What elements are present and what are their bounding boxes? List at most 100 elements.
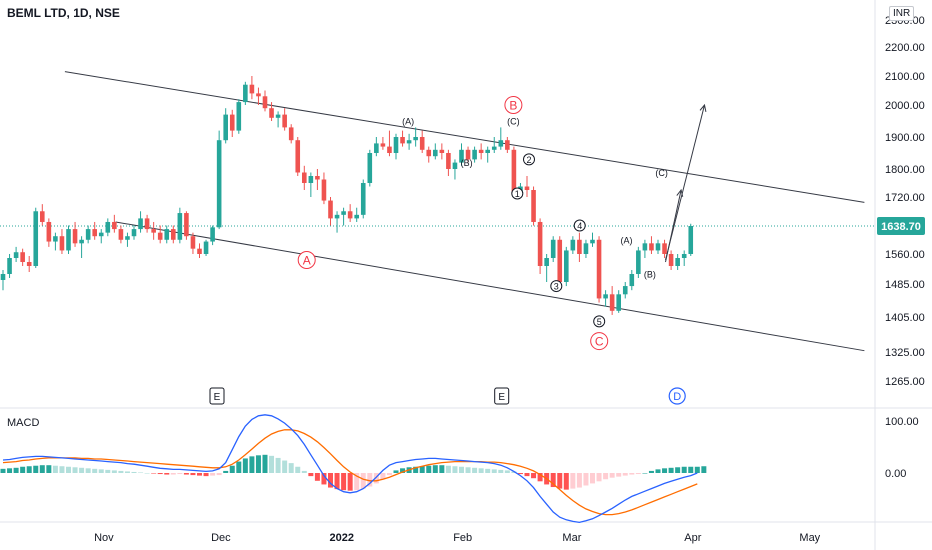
- macd-histogram-bar[interactable]: [426, 465, 432, 473]
- candle[interactable]: [491, 137, 497, 153]
- candle[interactable]: [675, 254, 680, 270]
- candle[interactable]: [262, 90, 268, 112]
- candle[interactable]: [0, 270, 6, 291]
- candle[interactable]: [13, 246, 19, 262]
- candle[interactable]: [302, 165, 307, 190]
- candle[interactable]: [347, 204, 353, 222]
- macd-histogram-bar[interactable]: [249, 456, 255, 473]
- candle[interactable]: [367, 149, 373, 187]
- candle[interactable]: [249, 76, 255, 100]
- candle[interactable]: [66, 225, 71, 254]
- macd-histogram-bar[interactable]: [694, 466, 700, 473]
- macd-histogram-bar[interactable]: [111, 470, 117, 473]
- macd-histogram-bar[interactable]: [439, 465, 445, 473]
- macd-histogram-bar[interactable]: [157, 473, 163, 475]
- candle[interactable]: [256, 87, 261, 105]
- candle[interactable]: [609, 286, 615, 315]
- candle[interactable]: [393, 133, 399, 160]
- macd-histogram-bar[interactable]: [275, 457, 281, 473]
- candle[interactable]: [315, 169, 320, 190]
- candle[interactable]: [341, 207, 346, 226]
- macd-histogram-bar[interactable]: [596, 473, 602, 482]
- candle[interactable]: [544, 254, 549, 282]
- candle[interactable]: [642, 239, 648, 258]
- candle[interactable]: [655, 239, 661, 254]
- macd-histogram-bar[interactable]: [98, 469, 104, 473]
- candle[interactable]: [40, 204, 45, 226]
- macd-histogram-bar[interactable]: [504, 470, 510, 473]
- candle[interactable]: [295, 137, 301, 176]
- macd-histogram-bar[interactable]: [570, 473, 576, 489]
- candle[interactable]: [446, 149, 451, 176]
- macd-histogram-bar[interactable]: [334, 473, 340, 490]
- candle[interactable]: [210, 225, 215, 246]
- macd-histogram-bar[interactable]: [524, 473, 530, 477]
- candle[interactable]: [72, 221, 78, 247]
- candle[interactable]: [131, 225, 137, 240]
- macd-histogram-bar[interactable]: [419, 466, 425, 473]
- earnings-marker[interactable]: E: [494, 387, 510, 405]
- candle[interactable]: [537, 218, 543, 274]
- macd-histogram-bar[interactable]: [20, 466, 26, 473]
- macd-histogram-bar[interactable]: [622, 473, 628, 476]
- candle[interactable]: [203, 239, 209, 256]
- macd-histogram-bar[interactable]: [465, 467, 471, 473]
- macd-histogram-bar[interactable]: [445, 465, 451, 473]
- macd-histogram-bar[interactable]: [432, 465, 438, 473]
- wave-label[interactable]: 1: [511, 187, 524, 200]
- candle[interactable]: [360, 179, 366, 219]
- candle[interactable]: [439, 143, 445, 160]
- macd-histogram-bar[interactable]: [308, 473, 314, 477]
- candle[interactable]: [138, 211, 143, 233]
- macd-histogram-bar[interactable]: [183, 473, 189, 475]
- candle[interactable]: [550, 236, 556, 262]
- candle[interactable]: [275, 111, 281, 128]
- macd-histogram-bar[interactable]: [511, 471, 517, 473]
- candle[interactable]: [478, 143, 484, 160]
- macd-histogram-bar[interactable]: [269, 455, 275, 473]
- channel-line-1[interactable]: [115, 221, 865, 352]
- macd-histogram-bar[interactable]: [629, 473, 635, 475]
- macd-histogram-bar[interactable]: [0, 468, 6, 473]
- wave-label[interactable]: (A): [402, 117, 414, 127]
- macd-histogram-bar[interactable]: [354, 473, 360, 491]
- candle[interactable]: [118, 225, 124, 244]
- macd-histogram-bar[interactable]: [485, 468, 491, 473]
- macd-histogram-bar[interactable]: [373, 473, 379, 484]
- candle[interactable]: [98, 229, 104, 244]
- macd-histogram-bar[interactable]: [393, 470, 399, 473]
- candle[interactable]: [419, 130, 425, 153]
- candle[interactable]: [406, 133, 412, 150]
- candle[interactable]: [144, 214, 150, 233]
- candle[interactable]: [452, 159, 458, 180]
- macd-histogram-bar[interactable]: [616, 473, 622, 477]
- macd-histogram-bar[interactable]: [662, 468, 668, 473]
- candle[interactable]: [92, 221, 97, 240]
- macd-histogram-bar[interactable]: [537, 473, 543, 482]
- candle[interactable]: [374, 137, 379, 157]
- candle[interactable]: [334, 211, 340, 233]
- candle[interactable]: [229, 109, 235, 137]
- candle[interactable]: [197, 243, 202, 258]
- candle[interactable]: [105, 218, 111, 237]
- candle[interactable]: [7, 254, 12, 278]
- macd-histogram-bar[interactable]: [151, 473, 157, 474]
- macd-histogram-bar[interactable]: [92, 468, 98, 473]
- macd-histogram-bar[interactable]: [301, 470, 307, 473]
- candle[interactable]: [577, 232, 582, 262]
- candle[interactable]: [387, 130, 392, 157]
- macd-histogram-bar[interactable]: [681, 466, 687, 473]
- macd-histogram-bar[interactable]: [105, 469, 111, 473]
- macd-histogram-bar[interactable]: [197, 473, 202, 476]
- candle[interactable]: [426, 146, 432, 163]
- wave-label[interactable]: 3: [550, 280, 563, 293]
- dividend-marker[interactable]: D: [668, 387, 686, 405]
- candle[interactable]: [433, 143, 438, 160]
- macd-histogram-bar[interactable]: [242, 458, 248, 473]
- macd-histogram-bar[interactable]: [648, 470, 654, 473]
- candle[interactable]: [243, 81, 248, 105]
- candle[interactable]: [59, 229, 65, 254]
- candle[interactable]: [157, 225, 163, 244]
- macd-histogram-bar[interactable]: [655, 469, 661, 473]
- macd-histogram-bar[interactable]: [341, 473, 347, 491]
